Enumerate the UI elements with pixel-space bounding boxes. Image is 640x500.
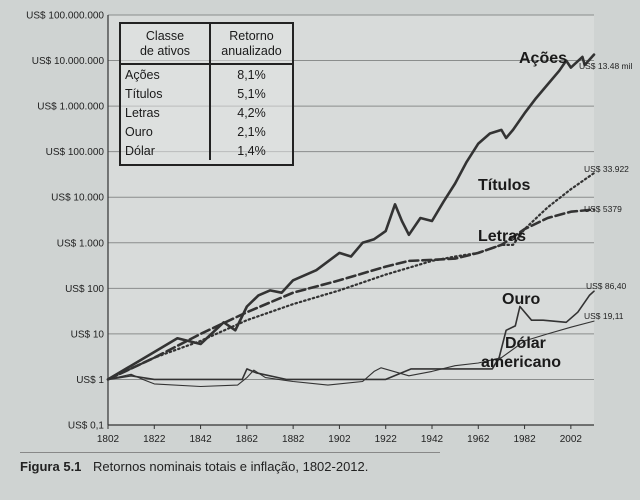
asset-return: 2,1% xyxy=(237,124,266,139)
returns-table-header-row: Classe de ativos Retorno anualizado xyxy=(121,24,292,65)
x-tick-label: 1842 xyxy=(189,434,212,445)
y-tick-label: US$ 1 xyxy=(76,375,104,386)
series-line-letras xyxy=(106,208,596,381)
table-row: Dólar 1,4% xyxy=(121,141,292,160)
asset-return: 8,1% xyxy=(237,67,266,82)
asset-name: Ouro xyxy=(121,122,211,141)
series-end-value-label: US$ 33.922 xyxy=(584,164,629,174)
series-end-value-label: US$ 86,40 xyxy=(586,281,626,291)
series-end-value-label: US$ 19,11 xyxy=(584,311,624,321)
table-row: Ouro 2,1% xyxy=(121,122,292,141)
figure-caption: Figura 5.1 Retornos nominais totais e in… xyxy=(20,459,620,474)
table-row: Letras 4,2% xyxy=(121,103,292,122)
series-labels: Ações US$ 13.48 mil Títulos US$ 33.922 Letra… xyxy=(478,50,632,371)
returns-table-grid: Classe de ativos Retorno anualizado Açõe… xyxy=(121,24,292,160)
asset-name: Dólar xyxy=(121,141,211,160)
asset-return: 5,1% xyxy=(237,86,266,101)
returns-table: Classe de ativos Retorno anualizado Açõe… xyxy=(119,22,294,166)
asset-return: 4,2% xyxy=(237,105,266,120)
y-tick-label: US$ 100.000 xyxy=(46,147,105,158)
series-label: Títulos xyxy=(478,177,531,194)
asset-name: Letras xyxy=(121,103,211,122)
y-tick-label: US$ 100.000.000 xyxy=(26,11,104,22)
y-tick-label: US$ 0,1 xyxy=(68,421,105,432)
x-tick-label: 1862 xyxy=(236,434,259,445)
series-label-americano: americano xyxy=(481,354,561,371)
figure-caption-text: Retornos nominais totais e inflação, 180… xyxy=(93,459,369,474)
y-tick-label: US$ 10.000 xyxy=(51,193,104,204)
x-tick-label: 1922 xyxy=(375,434,398,445)
header-asset-class-text: Classe de ativos xyxy=(139,28,191,58)
axes: US$ 0,1 US$ 1 US$ 10 US$ 100 US$ 1.000 US$ 10… xyxy=(26,11,594,445)
y-tick-label: US$ 100 xyxy=(65,284,104,295)
x-tick-label: 1982 xyxy=(513,434,536,445)
series-label: Ouro xyxy=(502,291,540,308)
series-label-dolar: Dólar xyxy=(505,335,546,352)
header-annual-return-text: Retorno anualizado xyxy=(221,28,282,58)
asset-name: Ações xyxy=(121,64,211,84)
series-lines xyxy=(106,53,596,388)
series-end-value-label: US$ 5379 xyxy=(584,204,622,214)
asset-name: Títulos xyxy=(121,84,211,103)
y-tick-label: US$ 10 xyxy=(71,329,105,340)
header-annual-return: Retorno anualizado xyxy=(210,24,292,65)
x-tick-label: 1942 xyxy=(421,434,444,445)
series-line-ouro xyxy=(107,290,595,381)
table-row: Títulos 5,1% xyxy=(121,84,292,103)
y-tick-label: US$ 10.000.000 xyxy=(32,56,105,67)
x-tick-label: 1822 xyxy=(143,434,166,445)
table-row: Ações 8,1% xyxy=(121,64,292,84)
x-tick-label: 1962 xyxy=(467,434,490,445)
caption-divider xyxy=(20,452,440,453)
series-line-ações xyxy=(106,53,596,381)
series-label: Ações xyxy=(519,50,567,67)
y-tick-label: US$ 1.000.000 xyxy=(37,102,104,113)
series-label: Letras xyxy=(478,228,526,245)
asset-return: 1,4% xyxy=(237,143,266,158)
x-tick-label: 2002 xyxy=(560,434,583,445)
figure-number: Figura 5.1 xyxy=(20,459,82,474)
y-tick-label: US$ 1.000 xyxy=(57,238,105,249)
series-line-dólar-americano xyxy=(107,320,595,388)
x-tick-label: 1802 xyxy=(97,434,120,445)
header-asset-class: Classe de ativos xyxy=(121,24,211,65)
series-end-value-label: US$ 13.48 mil xyxy=(579,61,632,71)
x-tick-label: 1902 xyxy=(328,434,351,445)
x-tick-label: 1882 xyxy=(282,434,305,445)
